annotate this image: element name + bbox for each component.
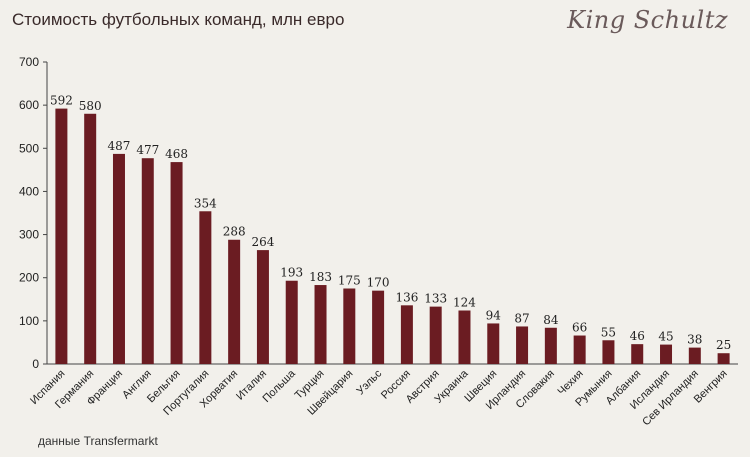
value-label: 580 <box>79 99 102 113</box>
value-label: 38 <box>687 333 702 347</box>
bars <box>55 108 730 365</box>
y-tick-label: 500 <box>19 141 39 155</box>
source-note: данные Transfermarkt <box>38 434 158 448</box>
brand-logo: King Schultz <box>567 6 728 34</box>
value-label: 264 <box>251 235 274 249</box>
value-label: 133 <box>424 292 447 306</box>
value-label: 354 <box>194 196 217 210</box>
bar <box>717 353 730 364</box>
value-label: 487 <box>108 139 131 153</box>
bar <box>141 158 154 364</box>
bar <box>372 290 385 364</box>
bar <box>256 250 269 364</box>
bar <box>688 347 701 364</box>
bar <box>400 305 413 364</box>
chart-title: Стоимость футбольных команд, млн евро <box>12 10 345 29</box>
value-label: 183 <box>309 270 332 284</box>
y-tick-label: 0 <box>32 357 39 371</box>
value-labels: 592 580 487 477 468 354 288 264 193 183 175 170 136 1… <box>50 94 731 353</box>
value-label: 45 <box>658 330 673 344</box>
bar <box>314 285 327 364</box>
value-label: 55 <box>601 325 616 339</box>
value-label: 477 <box>136 143 159 157</box>
y-tick-label: 300 <box>19 228 39 242</box>
value-label: 87 <box>514 311 529 325</box>
value-label: 136 <box>395 290 418 304</box>
bar <box>170 162 183 364</box>
value-label: 592 <box>50 94 73 108</box>
bar <box>84 113 97 365</box>
bar <box>602 340 615 364</box>
value-label: 66 <box>572 321 587 335</box>
y-axis: 0 100 200 300 400 500 600 700 <box>19 55 738 371</box>
bar <box>199 211 212 364</box>
bar <box>228 239 241 364</box>
bar <box>429 306 442 364</box>
bar <box>544 327 557 364</box>
bar <box>55 108 68 364</box>
bar <box>458 310 471 364</box>
y-tick-label: 600 <box>19 98 39 112</box>
y-tick-label: 400 <box>19 184 39 198</box>
value-label: 175 <box>338 274 361 288</box>
value-label: 193 <box>280 266 303 280</box>
value-label: 25 <box>716 338 731 352</box>
value-label: 170 <box>367 276 390 290</box>
value-label: 288 <box>223 225 246 239</box>
bar <box>660 344 673 364</box>
category-labels: ИспанияГерманияФранцияАнглияБельгияПорту… <box>28 367 730 428</box>
bar <box>516 326 529 364</box>
bar <box>112 153 125 364</box>
bar <box>285 280 298 364</box>
bar <box>487 323 500 364</box>
y-tick-label: 100 <box>19 314 39 328</box>
bar <box>631 344 644 364</box>
bar <box>343 288 356 364</box>
value-label: 94 <box>486 308 502 322</box>
bar <box>573 335 586 364</box>
value-label: 468 <box>165 147 188 161</box>
value-label: 84 <box>543 313 559 327</box>
value-label: 46 <box>630 329 645 343</box>
y-tick-label: 700 <box>19 55 39 69</box>
category-label: Польша <box>260 367 298 405</box>
y-tick-label: 200 <box>19 271 39 285</box>
value-label: 124 <box>453 296 476 310</box>
